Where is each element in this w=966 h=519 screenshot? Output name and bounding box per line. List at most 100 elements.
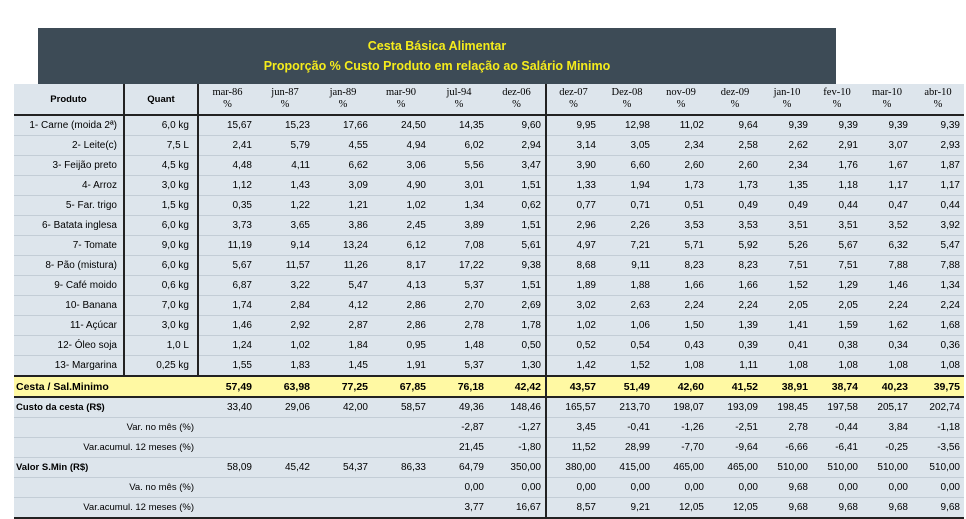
- product-quantity: 6,0 kg: [124, 215, 199, 236]
- value-cell: 2,05: [762, 295, 812, 316]
- value-cell: 3,84: [862, 417, 912, 438]
- value-cell: 1,87: [912, 155, 964, 176]
- value-cell: 7,21: [600, 235, 654, 256]
- header-date: fev-10%: [812, 84, 862, 116]
- value-cell: 21,45: [430, 437, 488, 458]
- value-cell: 1,08: [762, 355, 812, 377]
- value-cell: 5,26: [762, 235, 812, 256]
- value-cell: 76,18: [430, 375, 488, 398]
- value-cell: [314, 417, 372, 438]
- value-cell: 380,00: [546, 457, 600, 478]
- value-cell: 5,79: [256, 135, 314, 156]
- summary-label: Var.acumul. 12 meses (%): [14, 497, 198, 519]
- value-cell: 1,29: [812, 275, 862, 296]
- value-cell: 6,12: [372, 235, 430, 256]
- value-cell: 1,43: [256, 175, 314, 196]
- value-cell: [372, 417, 430, 438]
- value-cell: 0,50: [488, 335, 547, 356]
- value-cell: -6,41: [812, 437, 862, 458]
- summary-label: Cesta / Sal.Minimo: [14, 375, 198, 398]
- value-cell: 1,42: [546, 355, 600, 377]
- value-cell: 0,00: [654, 477, 708, 498]
- value-cell: 0,00: [546, 477, 600, 498]
- value-cell: [256, 477, 314, 498]
- value-cell: 2,69: [488, 295, 547, 316]
- value-cell: 1,51: [488, 175, 547, 196]
- value-cell: 2,05: [812, 295, 862, 316]
- value-cell: 3,90: [546, 155, 600, 176]
- value-cell: 2,41: [198, 135, 256, 156]
- value-cell: 2,60: [708, 155, 762, 176]
- header-date: mar-90%: [372, 84, 430, 116]
- value-cell: 11,26: [314, 255, 372, 276]
- value-cell: 1,46: [862, 275, 912, 296]
- product-quantity: 6,0 kg: [124, 255, 199, 276]
- header-row: Produto Quant mar-86% jun-87% jan-89% mar-9…: [14, 84, 964, 116]
- value-cell: 67,85: [372, 375, 430, 398]
- value-cell: 9,39: [862, 115, 912, 136]
- value-cell: 9,14: [256, 235, 314, 256]
- value-cell: 3,51: [812, 215, 862, 236]
- value-cell: 1,59: [812, 315, 862, 336]
- value-cell: 9,68: [812, 497, 862, 519]
- product-name: 4- Arroz: [14, 175, 125, 196]
- value-cell: 15,23: [256, 115, 314, 136]
- product-row: 5- Far. trigo 1,5 kg 0,35 1,22 1,21 1,02 1,34 0…: [14, 195, 964, 216]
- product-name: 6- Batata inglesa: [14, 215, 125, 236]
- value-cell: 1,33: [546, 175, 600, 196]
- value-cell: 2,45: [372, 215, 430, 236]
- value-cell: 4,97: [546, 235, 600, 256]
- product-quantity: 3,0 kg: [124, 175, 199, 196]
- header-date: jun-87%: [256, 84, 314, 116]
- value-cell: 42,42: [488, 375, 547, 398]
- value-cell: 1,91: [372, 355, 430, 377]
- header-date-label: jul-94: [446, 87, 472, 98]
- value-cell: 1,11: [708, 355, 762, 377]
- value-cell: 8,57: [546, 497, 600, 519]
- value-cell: 1,68: [912, 315, 964, 336]
- value-cell: 1,94: [600, 175, 654, 196]
- value-cell: 29,06: [256, 397, 314, 418]
- header-unit: %: [454, 99, 464, 110]
- value-cell: 3,45: [546, 417, 600, 438]
- value-cell: 1,17: [862, 175, 912, 196]
- value-cell: 8,68: [546, 255, 600, 276]
- summary-label: Var. no mês (%): [14, 417, 198, 438]
- value-cell: 1,24: [198, 335, 256, 356]
- value-cell: 3,92: [912, 215, 964, 236]
- product-name: 3- Feijão preto: [14, 155, 125, 176]
- value-cell: 0,39: [708, 335, 762, 356]
- value-cell: 3,47: [488, 155, 547, 176]
- value-cell: 57,49: [198, 375, 256, 398]
- value-cell: 5,71: [654, 235, 708, 256]
- header-date-label: dez-09: [720, 87, 750, 98]
- product-row: 1- Carne (moida 2ª) 6,0 kg 15,67 15,23 17,66…: [14, 115, 964, 136]
- value-cell: 43,57: [546, 375, 600, 398]
- value-cell: 6,32: [862, 235, 912, 256]
- value-cell: [372, 497, 430, 519]
- product-quantity: 3,0 kg: [124, 315, 199, 336]
- value-cell: 3,07: [862, 135, 912, 156]
- header-date-label: abr-10: [924, 87, 952, 98]
- value-cell: 4,11: [256, 155, 314, 176]
- value-cell: -3,56: [912, 437, 964, 458]
- product-name: 2- Leite(c): [14, 135, 125, 156]
- summary-row-var-mes: Var. no mês (%) -2,87 -1,27 3,45 -0,41 -1,26-…: [14, 417, 964, 438]
- value-cell: 2,24: [654, 295, 708, 316]
- value-cell: 13,24: [314, 235, 372, 256]
- header-date-label: mar-10: [871, 87, 903, 98]
- value-cell: 9,39: [762, 115, 812, 136]
- header-date: mar-10%: [862, 84, 912, 116]
- value-cell: 9,64: [708, 115, 762, 136]
- value-cell: 205,17: [862, 397, 912, 418]
- value-cell: 510,00: [812, 457, 862, 478]
- value-cell: 9,11: [600, 255, 654, 276]
- value-cell: [372, 477, 430, 498]
- value-cell: 2,26: [600, 215, 654, 236]
- value-cell: 1,66: [654, 275, 708, 296]
- title-line-1: Cesta Básica Alimentar: [367, 39, 507, 53]
- value-cell: 1,83: [256, 355, 314, 377]
- value-cell: 41,52: [708, 375, 762, 398]
- value-cell: -0,44: [812, 417, 862, 438]
- header-unit: %: [933, 99, 943, 110]
